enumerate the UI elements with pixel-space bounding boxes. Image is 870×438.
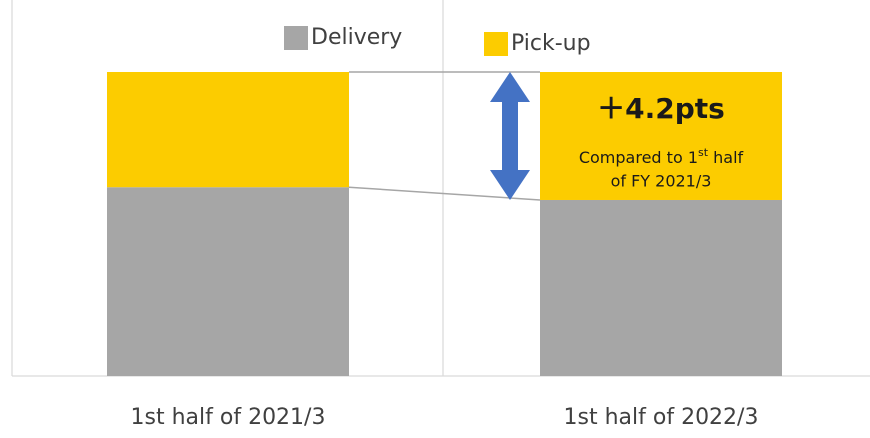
connector-line — [348, 186, 541, 201]
legend-swatch — [484, 32, 508, 56]
annotation-note: of FY 2021/3 — [611, 172, 712, 191]
annotation-note-part: st — [698, 146, 709, 159]
bar-segment — [107, 187, 349, 376]
annotation-note: Compared to 1st half — [579, 146, 744, 167]
annotation-note-part: half — [708, 148, 743, 167]
bar-segment — [107, 72, 349, 188]
double-arrow — [490, 72, 530, 200]
legend-label: Pick-up — [511, 31, 591, 56]
x-tick-label: 1st half of 2022/3 — [564, 405, 759, 430]
bar-segment — [540, 72, 782, 200]
x-tick-label: 1st half of 2021/3 — [131, 405, 326, 430]
legend-swatch — [284, 26, 308, 50]
bar-segment — [540, 199, 782, 376]
annotation-note-part: Compared to 1 — [579, 148, 698, 167]
legend-label: Delivery — [311, 25, 402, 50]
annotation-headline: ＋4.2pts — [597, 92, 725, 125]
